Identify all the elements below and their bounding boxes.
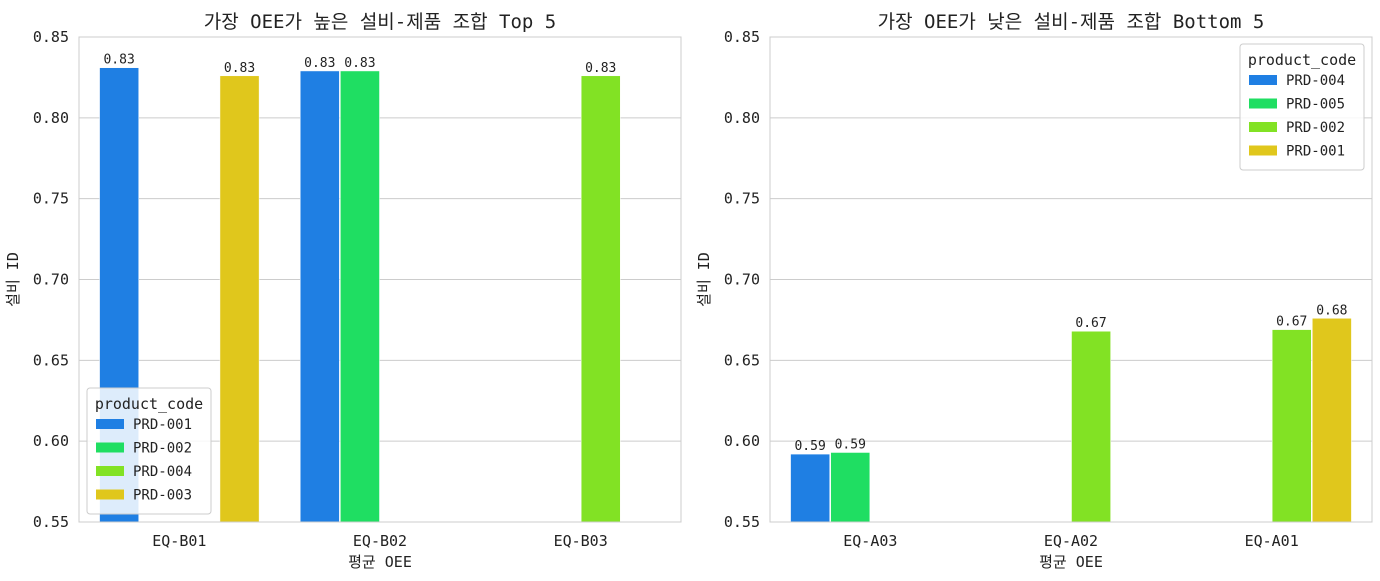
y-axis-label: 설비 ID — [4, 252, 22, 307]
y-tick-label: 0.80 — [33, 109, 69, 127]
bar-prd-003 — [219, 75, 260, 523]
axes-frame — [78, 36, 682, 523]
legend-swatch — [1249, 98, 1277, 109]
bar-prd-001 — [299, 70, 340, 523]
bar-prd-004 — [790, 453, 830, 523]
legend-label: PRD-002 — [1286, 120, 1345, 136]
legend-label: PRD-001 — [1286, 144, 1345, 160]
bar-prd-001 — [1312, 318, 1352, 523]
y-tick-label: 0.60 — [724, 432, 760, 450]
data-label: 0.83 — [304, 56, 335, 71]
data-label: 0.59 — [835, 437, 866, 452]
data-label: 0.83 — [103, 53, 134, 68]
x-tick-label: EQ-B01 — [152, 532, 206, 550]
bar-prd-002 — [1071, 330, 1111, 523]
legend-label: PRD-001 — [133, 417, 192, 433]
y-tick-label: 0.85 — [33, 28, 69, 46]
legend-swatch — [1249, 145, 1277, 156]
x-tick-label: EQ-B02 — [353, 532, 407, 550]
data-label: 0.59 — [794, 439, 825, 454]
y-tick-label: 0.75 — [33, 190, 69, 208]
data-label: 0.67 — [1276, 315, 1307, 330]
legend: product_code PRD-001 PRD-002 PRD-004 PRD-003 — [86, 387, 212, 515]
data-label: 0.67 — [1075, 316, 1106, 331]
data-label: 0.68 — [1316, 303, 1347, 318]
x-tick-label: EQ-A01 — [1245, 532, 1299, 550]
legend-swatch — [96, 419, 124, 429]
y-tick-label: 0.85 — [724, 28, 760, 46]
axes-frame — [769, 36, 1373, 523]
legend-label: PRD-005 — [1286, 97, 1345, 113]
y-tick-label: 0.60 — [33, 432, 69, 450]
legend-swatch — [1249, 122, 1277, 132]
data-label: 0.83 — [585, 61, 616, 76]
x-tick-label: EQ-A03 — [843, 532, 897, 550]
y-tick-label: 0.70 — [33, 271, 69, 289]
x-axis-label: 평균 OEE — [1039, 553, 1103, 571]
y-tick-label: 0.70 — [724, 271, 760, 289]
legend-label: PRD-002 — [133, 441, 192, 457]
data-label: 0.83 — [224, 61, 255, 76]
legend-label: PRD-004 — [1286, 73, 1345, 89]
legend-title: product_code — [1248, 51, 1356, 69]
chart-bottom5: 0.55 0.60 0.65 0.70 0.75 0.80 0.85 0.59 0.59 0.67… — [695, 11, 1373, 571]
x-axis-label: 평균 OEE — [348, 553, 412, 571]
y-tick-label: 0.55 — [724, 513, 760, 531]
y-tick-label: 0.55 — [33, 513, 69, 531]
legend-title: product_code — [95, 395, 203, 413]
legend-swatch — [96, 442, 124, 453]
y-tick-label: 0.65 — [33, 351, 69, 369]
legend: product_code PRD-004 PRD-005 PRD-002 PRD-001 — [1239, 43, 1365, 171]
x-tick-label: EQ-A02 — [1044, 532, 1098, 550]
bar-prd-002 — [1271, 329, 1312, 523]
legend-label: PRD-003 — [133, 488, 192, 504]
bar-prd-002 — [340, 70, 380, 523]
legend-label: PRD-004 — [133, 464, 192, 480]
chart-title: 가장 OEE가 높은 설비-제품 조합 Top 5 — [204, 11, 556, 33]
y-tick-label: 0.75 — [724, 190, 760, 208]
legend-swatch — [96, 489, 124, 500]
y-tick-label: 0.80 — [724, 109, 760, 127]
chart-top5: 0.55 0.60 0.65 0.70 0.75 0.80 0.85 0.83 0.83 0.83… — [4, 11, 682, 571]
bar-prd-004 — [580, 75, 621, 523]
legend-swatch — [96, 466, 124, 476]
chart-title: 가장 OEE가 낮은 설비-제품 조합 Bottom 5 — [878, 11, 1265, 33]
y-tick-label: 0.65 — [724, 351, 760, 369]
bar-prd-005 — [830, 452, 871, 523]
data-label: 0.83 — [344, 56, 375, 71]
y-axis-label: 설비 ID — [695, 252, 713, 307]
legend-swatch — [1249, 75, 1277, 85]
x-tick-label: EQ-B03 — [554, 532, 608, 550]
